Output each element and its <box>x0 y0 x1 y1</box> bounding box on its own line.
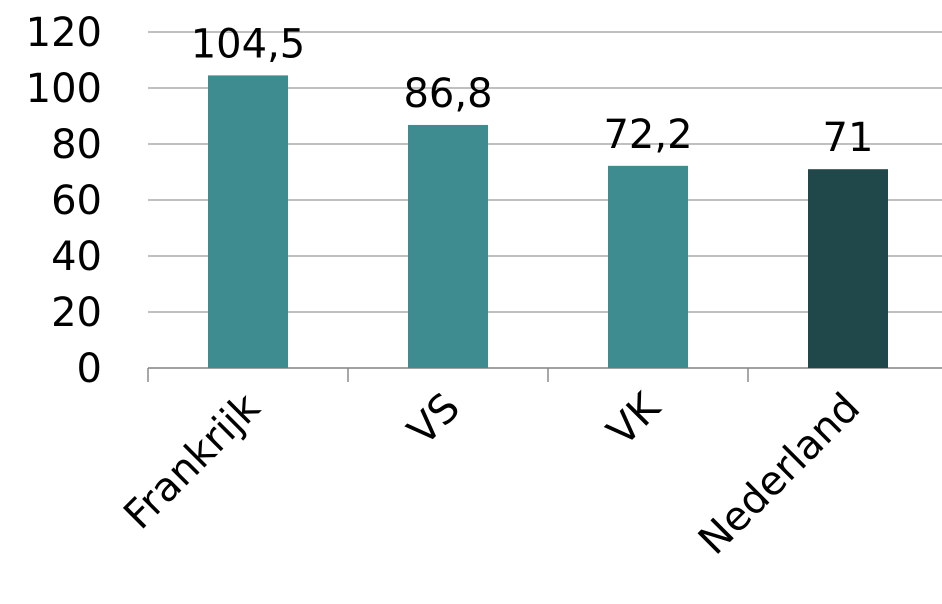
bar <box>208 75 288 369</box>
x-tick-label: Nederland <box>690 385 869 564</box>
bar <box>808 169 888 368</box>
x-tick-label: Frankrijk <box>115 384 269 538</box>
bar <box>408 124 488 369</box>
y-tick-label: 60 <box>51 178 102 224</box>
x-tick-label: VK <box>599 383 671 455</box>
y-tick-label: 0 <box>77 346 102 392</box>
y-tick-label: 100 <box>26 66 102 112</box>
value-label: 72,2 <box>603 112 692 158</box>
y-tick-label: 120 <box>26 10 102 56</box>
bar <box>608 165 688 368</box>
value-label: 71 <box>823 115 874 161</box>
value-label: 86,8 <box>403 71 492 117</box>
x-tick-label: VS <box>399 385 469 455</box>
y-tick-label: 40 <box>51 234 102 280</box>
y-tick-label: 80 <box>51 122 102 168</box>
value-label: 104,5 <box>191 21 306 67</box>
y-tick-label: 20 <box>51 290 102 336</box>
